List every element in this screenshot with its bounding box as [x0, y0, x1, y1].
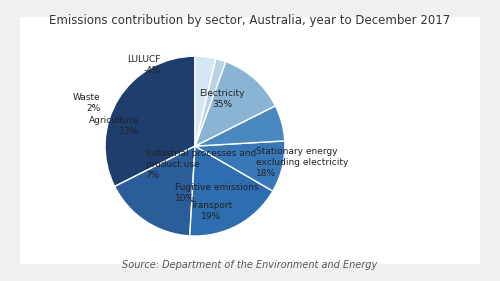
Wedge shape	[105, 56, 195, 187]
Text: Industrial processes and
product use
7%: Industrial processes and product use 7%	[146, 148, 256, 180]
Wedge shape	[195, 62, 276, 146]
Text: Electricity
35%: Electricity 35%	[199, 89, 244, 109]
Wedge shape	[195, 56, 216, 146]
Wedge shape	[190, 146, 273, 236]
Text: Emissions contribution by sector, Australia, year to December 2017: Emissions contribution by sector, Austra…	[50, 14, 450, 27]
Text: Agriculture
13%: Agriculture 13%	[89, 116, 139, 136]
Text: Stationary energy
excluding electricity
18%: Stationary energy excluding electricity …	[256, 147, 348, 178]
Wedge shape	[195, 106, 285, 146]
Wedge shape	[114, 146, 195, 236]
Text: LULUCF
-4%: LULUCF -4%	[128, 55, 161, 75]
Wedge shape	[195, 59, 226, 146]
Text: Transport
19%: Transport 19%	[190, 201, 232, 221]
Text: Source: Department of the Environment and Energy: Source: Department of the Environment an…	[122, 260, 378, 270]
Wedge shape	[195, 141, 285, 191]
Text: Waste
2%: Waste 2%	[73, 93, 101, 113]
Text: Fugitive emissions
10%: Fugitive emissions 10%	[175, 183, 259, 203]
